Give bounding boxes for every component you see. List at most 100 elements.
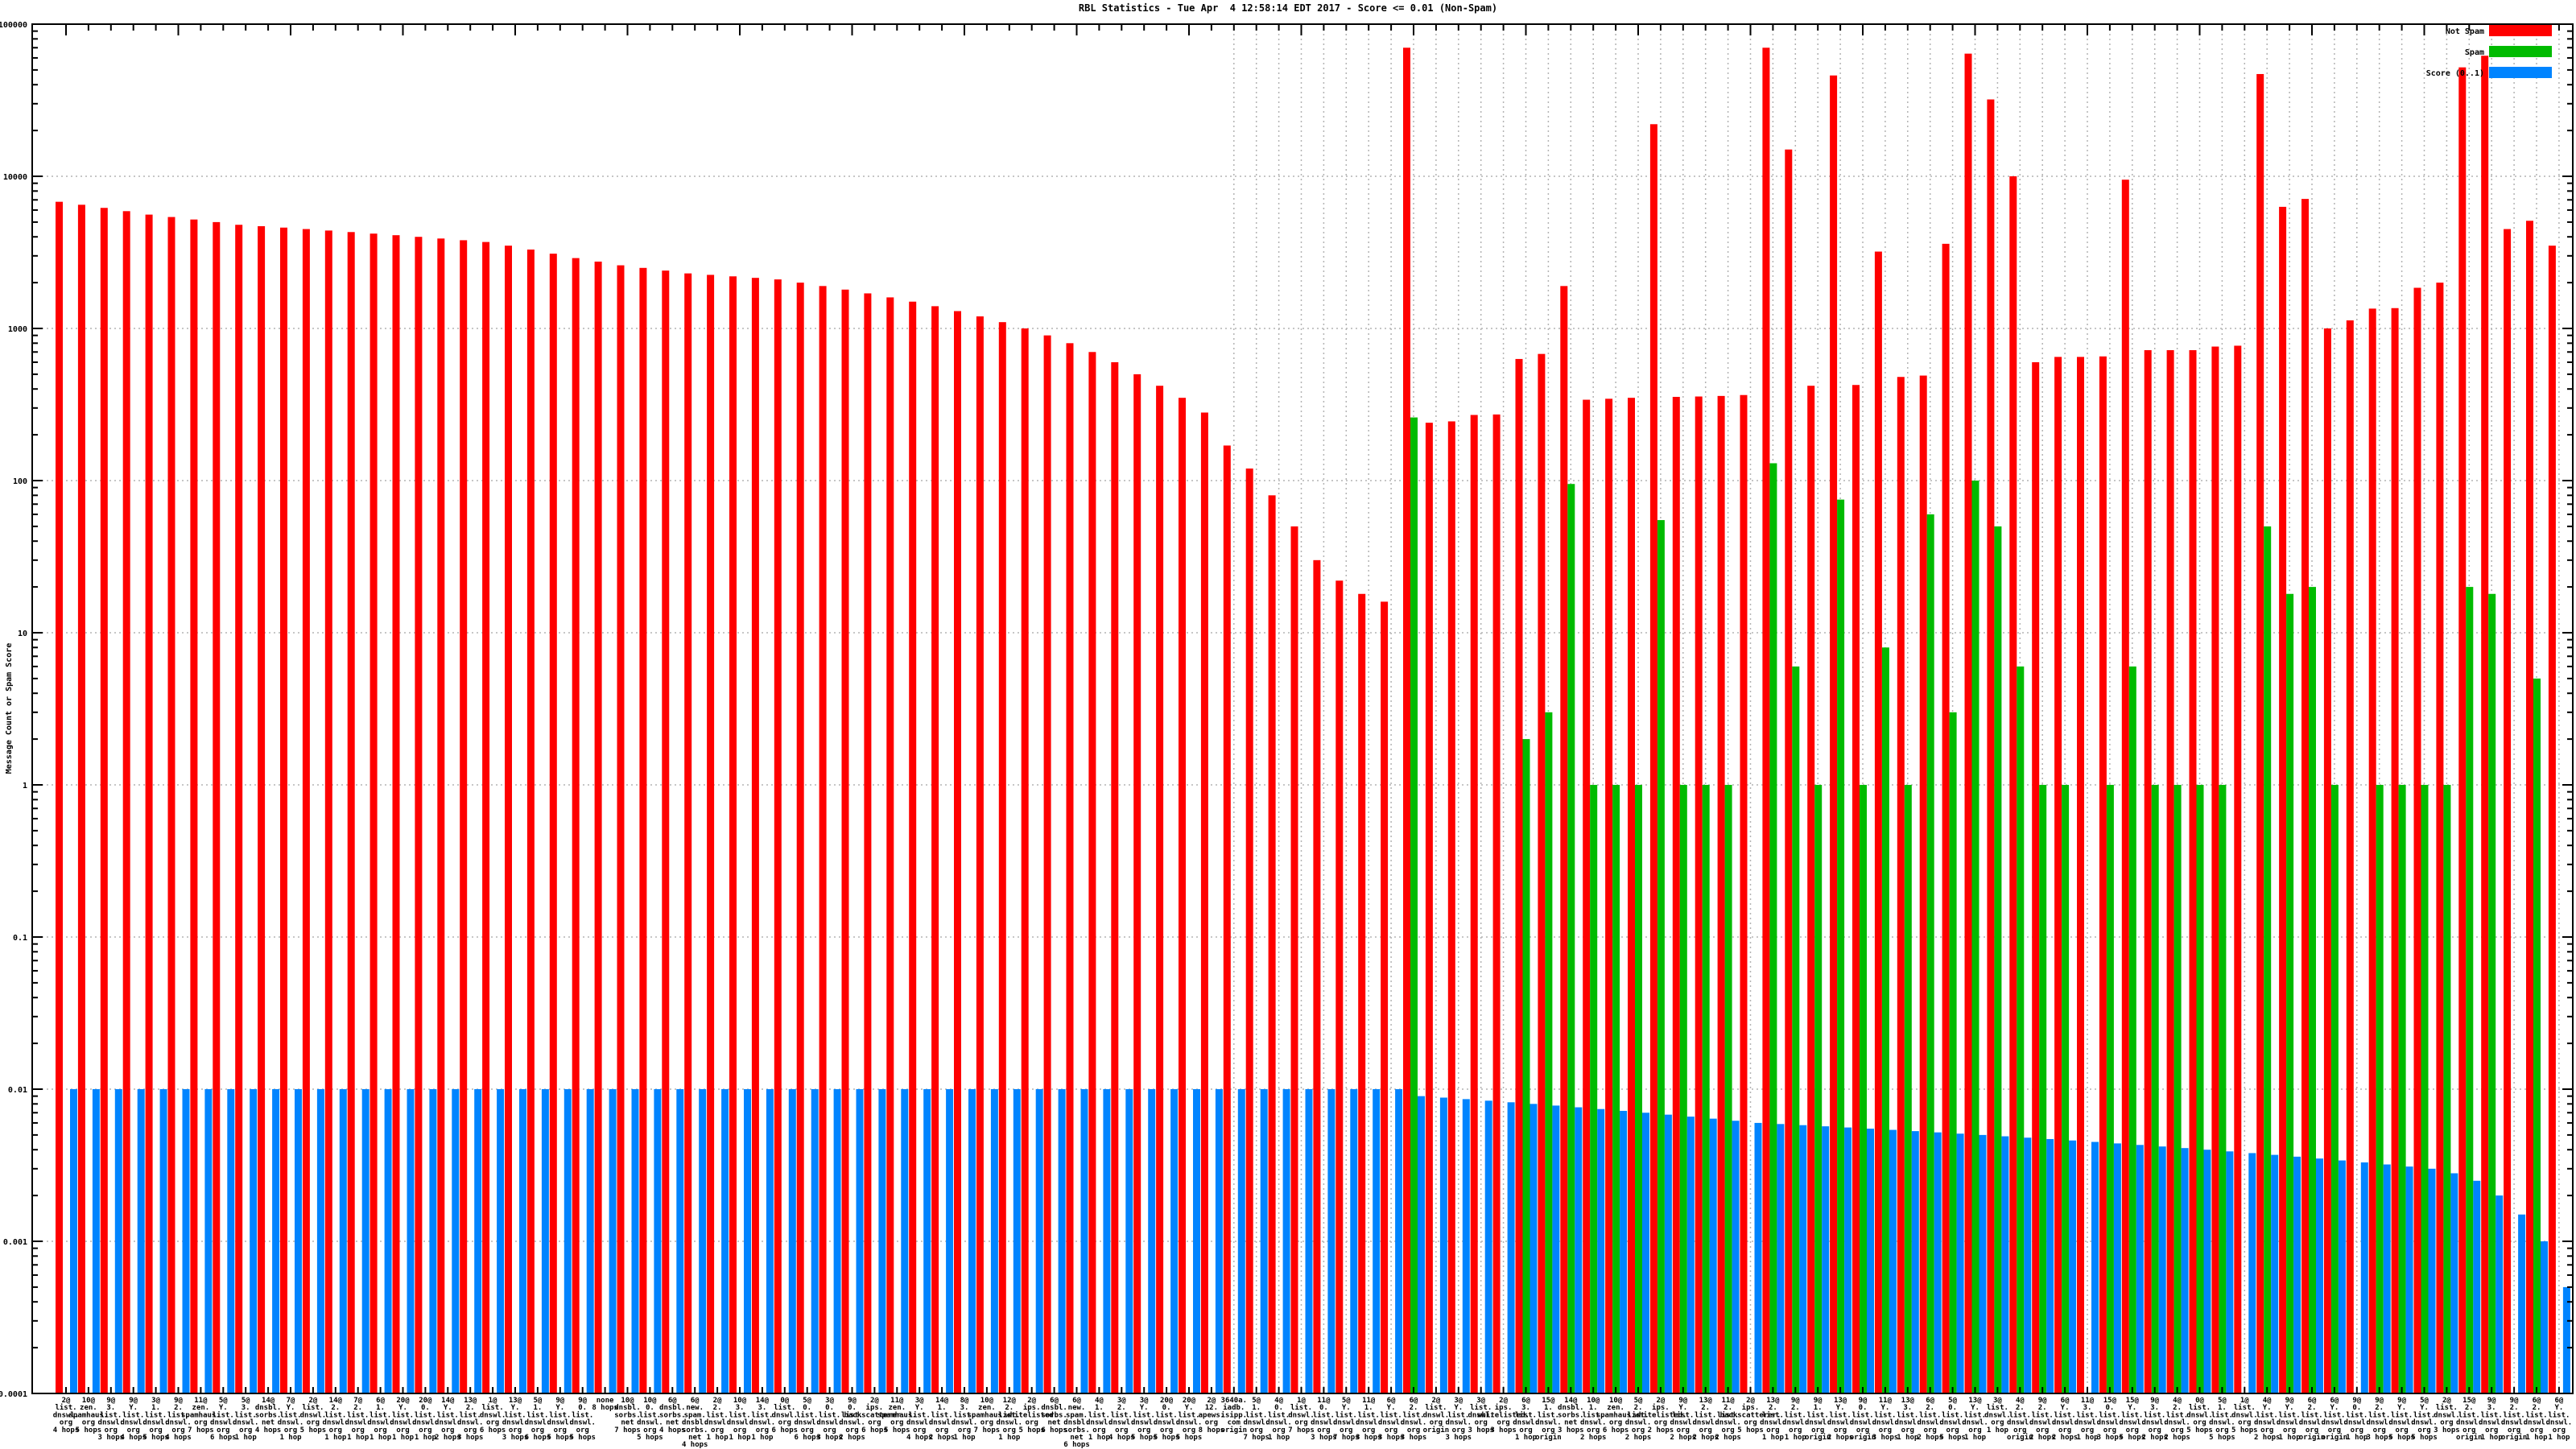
x-category-label: 3. [2150,1404,2159,1412]
x-category-label: 1 hop [751,1434,774,1442]
bar-score [1732,1121,1740,1393]
x-category-label: 3@ [1454,1397,1463,1405]
x-category-label: 1. [1364,1404,1373,1412]
x-category-label: org [284,1426,297,1435]
x-category-label: dnswl. [502,1419,529,1427]
bar-not-spam [1111,361,1119,1393]
x-category-label: 2. [713,1404,722,1412]
bar-spam [2330,785,2339,1393]
x-category-label: 1@ [489,1397,497,1405]
x-category-label: 3 hops [98,1434,125,1442]
x-category-label: org [958,1426,971,1435]
x-category-label: org [1362,1426,1375,1435]
x-category-label: 3 hops [1378,1434,1405,1442]
bar-score [250,1089,258,1393]
bar-spam [1612,785,1620,1393]
x-category-label: org [2553,1426,2566,1435]
bar-score [452,1089,460,1393]
x-category-label: 6 hops [861,1426,888,1435]
x-category-label: 1. [1814,1404,1823,1412]
legend-swatch-spam-icon [2489,46,2552,57]
x-category-label: list. [369,1410,391,1419]
x-category-label: list. [2211,1410,2233,1419]
x-category-label: list. [1470,1403,1492,1412]
y-tick-label: 10000 [3,173,27,182]
x-category-label: 1. [151,1404,160,1412]
x-category-label: 4@ [2173,1397,2182,1405]
x-category-label: 9@ [1859,1397,1868,1405]
x-category-label: origin [1850,1433,1876,1442]
x-category-label: 12. [1205,1404,1218,1412]
x-category-label: 2. [2465,1404,2474,1412]
x-category-label: list. [1583,1410,1604,1419]
x-category-label: 9@ [174,1397,183,1405]
x-category-label: spam. [684,1411,706,1419]
x-category-label: org [1834,1426,1847,1435]
x-category-label: dnswl. [2299,1419,2326,1427]
x-category-label: 11@ [1879,1397,1893,1405]
x-category-label: 2. [2533,1404,2541,1412]
x-category-label: 13@ [1699,1397,1713,1405]
x-category-label: 6 hops [210,1434,237,1442]
x-category-label: Y. [2397,1404,2406,1412]
bar-score [2226,1151,2234,1393]
bar-score [1867,1129,1874,1393]
x-category-label: org [1946,1426,1959,1435]
x-category-label: 10@ [82,1397,96,1405]
bar-not-spam [864,293,872,1393]
bar-spam [2421,785,2429,1393]
x-category-label: Y. [1971,1404,1979,1412]
bar-not-spam [886,297,894,1393]
x-category-label: origin [1221,1426,1248,1435]
x-category-label: dnswl. [952,1419,978,1427]
x-category-label: Y. [129,1404,138,1412]
x-category-label: Y. [2061,1404,2070,1412]
x-category-label: 3 hops [1872,1434,1899,1442]
x-category-label: org [1677,1426,1690,1435]
x-category-label: list. [526,1410,548,1419]
bar-not-spam [56,201,63,1394]
x-category-label: 3@ [1993,1397,2002,1405]
bar-score [586,1089,594,1393]
x-category-label: 6@ [668,1397,677,1405]
x-category-label: sorbs. [614,1411,641,1419]
x-category-label: org [2170,1426,2183,1435]
bar-score [2069,1140,2077,1393]
x-category-label: spam. [1066,1411,1088,1419]
x-category-label: dnswl. [412,1419,439,1427]
bar-not-spam [1200,412,1208,1394]
bar-score [1125,1089,1133,1393]
bar-not-spam [2481,56,2489,1394]
x-category-label: 0. [825,1404,834,1412]
x-category-label: 11@ [1317,1397,1331,1405]
x-category-label: 10@ [733,1397,747,1405]
bar-not-spam [1492,414,1501,1393]
x-category-label: ips. [1742,1403,1760,1412]
y-axis-labels: 100000 10000 1000 100 10 1 0.1 0.01 0.001 0.0001 [0,21,27,1399]
x-category-label: 7 hops [974,1426,1001,1435]
x-category-label: list. [1897,1410,1918,1419]
x-category-label: dnswl. [2231,1411,2258,1419]
x-category-label: Y. [2330,1404,2339,1412]
bar-not-spam [2504,229,2512,1393]
x-category-label: 9@ [2285,1397,2294,1405]
x-category-label: 3 hops [2434,1426,2460,1435]
x-category-label: org [554,1426,567,1435]
bar-score [990,1089,998,1393]
x-category-label: 0. [2352,1404,2361,1412]
x-category-label: 2@ [62,1397,71,1405]
x-category-label: 3. [736,1404,745,1412]
x-category-label: org [1519,1426,1532,1435]
x-category-label: org [823,1426,836,1435]
x-category-label: sorbs. [1041,1411,1067,1419]
x-category-label: 2. [2510,1404,2519,1412]
bar-not-spam [1470,415,1478,1394]
x-category-label: dnswl. [1962,1419,1988,1427]
bar-not-spam [1381,601,1389,1393]
x-category-label: list. [1538,1410,1559,1419]
bar-score [1462,1099,1470,1393]
bar-not-spam [1785,149,1793,1393]
x-category-label: 1. [1252,1404,1261,1412]
x-category-label: 3 hops [816,1434,843,1442]
x-category-label: dnswl. [2254,1419,2281,1427]
